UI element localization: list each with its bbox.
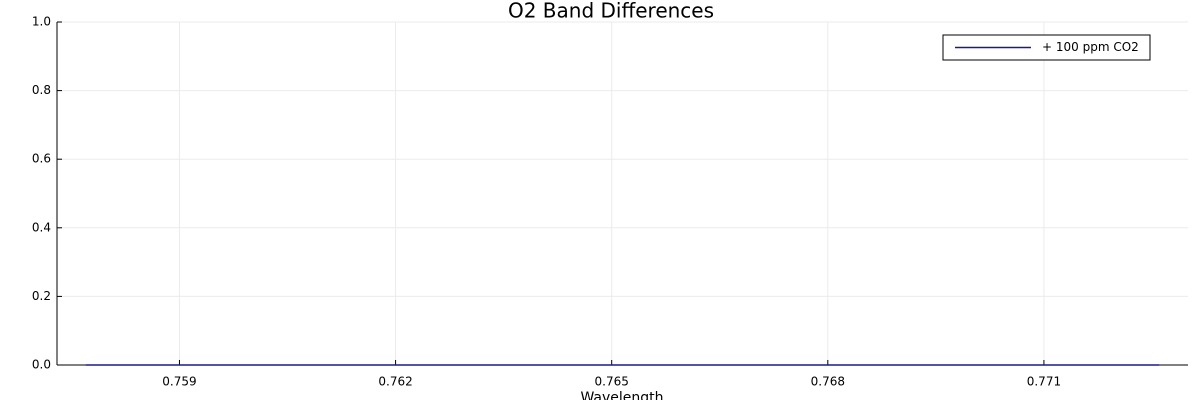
y-tick-label: 0.4	[32, 220, 51, 234]
x-tick-label: 0.768	[811, 375, 845, 389]
y-tick-label: 0.2	[32, 289, 51, 303]
y-tick-label: 0.8	[32, 83, 51, 97]
chart-title: O2 Band Differences	[508, 0, 714, 23]
y-tick-label: 0.0	[32, 358, 51, 372]
x-axis-label: Wavelength	[580, 390, 663, 400]
x-tick-label: 0.759	[162, 375, 196, 389]
legend-label: + 100 ppm CO2	[1042, 40, 1139, 54]
x-tick-label: 0.762	[378, 375, 412, 389]
y-tick-label: 1.0	[32, 15, 51, 29]
x-tick-label: 0.771	[1027, 375, 1061, 389]
y-tick-label: 0.6	[32, 152, 51, 166]
x-tick-label: 0.765	[595, 375, 629, 389]
